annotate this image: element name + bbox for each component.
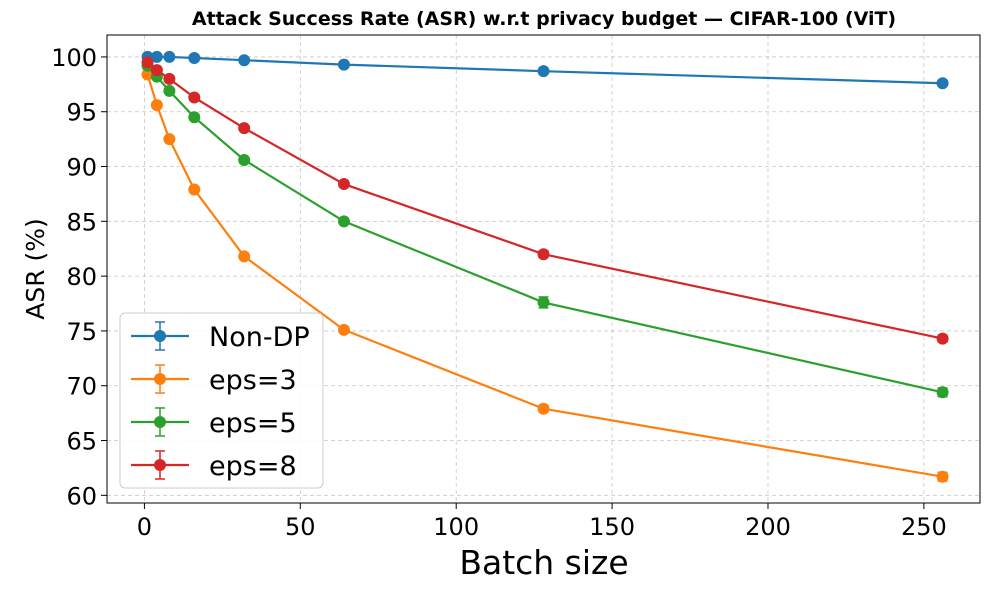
data-point	[141, 68, 154, 81]
grid-lines	[107, 35, 980, 503]
data-point	[337, 323, 350, 336]
legend-marker	[154, 459, 166, 471]
data-point	[141, 56, 154, 69]
y-tick-label: 70	[66, 373, 97, 401]
data-point	[150, 64, 163, 77]
data-point	[537, 65, 550, 78]
data-point	[337, 178, 350, 191]
data-point	[936, 386, 949, 399]
data-point	[163, 133, 176, 146]
data-point	[936, 77, 949, 90]
series-non-dp	[141, 50, 949, 90]
data-point	[150, 50, 163, 63]
data-point	[188, 111, 201, 124]
y-tick-label: 90	[66, 154, 97, 182]
x-tick-label: 100	[433, 513, 479, 541]
data-point	[537, 296, 550, 309]
data-point	[150, 99, 163, 112]
legend: Non-DP eps=3 eps=5 eps=8	[119, 312, 324, 489]
axis-ticks: 0 50 100 150 200 250 60 65 70 75 80 85 90 95 100	[51, 44, 947, 541]
data-point	[163, 72, 176, 85]
data-point	[188, 52, 201, 65]
y-tick-label: 75	[66, 318, 97, 346]
data-point	[188, 183, 201, 196]
x-tick-label: 150	[589, 513, 635, 541]
x-axis-label: Batch size	[459, 543, 628, 582]
y-axis-label: ASR (%)	[21, 218, 50, 320]
legend-label: eps=5	[209, 408, 297, 439]
data-point	[936, 470, 949, 483]
chart-title: Attack Success Rate (ASR) w.r.t privacy …	[192, 8, 896, 30]
data-point	[238, 153, 251, 166]
series-eps-8	[141, 56, 949, 345]
legend-marker	[154, 416, 166, 428]
legend-marker	[154, 330, 166, 342]
data-point	[337, 58, 350, 71]
legend-box	[119, 312, 324, 489]
legend-marker	[154, 373, 166, 385]
series-eps-3	[141, 68, 949, 483]
legend-label: eps=3	[209, 365, 297, 396]
data-point	[936, 332, 949, 345]
x-tick-label: 250	[901, 513, 947, 541]
y-tick-label: 60	[66, 482, 97, 510]
data-series	[141, 50, 949, 483]
data-point	[163, 84, 176, 97]
y-tick-label: 65	[66, 428, 97, 456]
data-point	[238, 122, 251, 135]
legend-label: eps=8	[209, 451, 297, 482]
y-tick-label: 80	[66, 263, 97, 291]
data-point	[163, 50, 176, 63]
y-tick-label: 95	[66, 99, 97, 127]
plot-frame	[106, 34, 981, 504]
x-tick-label: 0	[137, 513, 152, 541]
data-point	[537, 248, 550, 261]
data-point	[337, 215, 350, 228]
x-tick-label: 200	[745, 513, 791, 541]
data-point	[188, 91, 201, 104]
y-tick-label: 85	[66, 208, 97, 236]
legend-label: Non-DP	[209, 322, 310, 353]
data-point	[537, 402, 550, 415]
x-tick-label: 50	[285, 513, 316, 541]
series-line	[146, 74, 943, 478]
y-tick-label: 100	[51, 44, 97, 72]
data-point	[238, 250, 251, 263]
data-point	[238, 54, 251, 67]
